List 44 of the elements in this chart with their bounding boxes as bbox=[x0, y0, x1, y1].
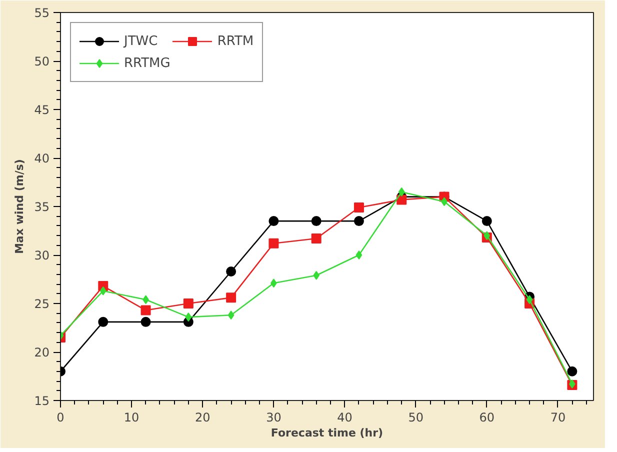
point bbox=[356, 250, 362, 260]
y-axis-title: Max wind (m/s) bbox=[13, 159, 26, 254]
x-tick-label: 70 bbox=[550, 410, 566, 424]
legend-label: RRTM bbox=[217, 34, 254, 48]
x-tick-label: 20 bbox=[195, 410, 210, 424]
x-tick-label: 10 bbox=[124, 410, 140, 424]
point bbox=[311, 216, 322, 226]
point bbox=[100, 286, 106, 296]
legend-label: JTWC bbox=[124, 34, 158, 48]
point bbox=[226, 292, 236, 303]
point bbox=[268, 216, 279, 226]
point bbox=[226, 266, 236, 276]
x-tick-label: 60 bbox=[479, 410, 495, 424]
point bbox=[484, 231, 490, 240]
point bbox=[98, 316, 108, 327]
y-tick-label: 45 bbox=[34, 103, 50, 117]
legend-label: RRTMG bbox=[124, 56, 170, 70]
point bbox=[228, 310, 234, 320]
x-tick-label: 30 bbox=[266, 410, 282, 424]
x-tick-label: 40 bbox=[337, 410, 352, 424]
y-tick-label: 20 bbox=[34, 346, 50, 360]
point bbox=[398, 187, 405, 196]
y-tick-label: 15 bbox=[34, 394, 50, 408]
point bbox=[140, 316, 151, 327]
point bbox=[268, 238, 279, 248]
point bbox=[482, 216, 492, 226]
y-tick-label: 35 bbox=[34, 200, 50, 214]
point bbox=[526, 295, 533, 304]
point bbox=[140, 305, 151, 316]
y-tick-label: 55 bbox=[34, 6, 50, 20]
point bbox=[313, 270, 320, 280]
x-axis-title: Forecast time (hr) bbox=[270, 426, 384, 440]
point bbox=[183, 298, 194, 308]
y-tick-label: 50 bbox=[34, 54, 50, 68]
x-tick-label: 50 bbox=[408, 410, 424, 424]
point bbox=[354, 216, 364, 226]
x-tick-label: 0 bbox=[56, 410, 64, 424]
y-tick-label: 25 bbox=[34, 297, 50, 311]
point bbox=[354, 202, 364, 212]
y-tick-label: 30 bbox=[34, 248, 50, 262]
y-tick-label: 40 bbox=[34, 152, 50, 166]
point bbox=[185, 312, 192, 322]
point bbox=[567, 366, 578, 376]
point bbox=[311, 234, 322, 244]
